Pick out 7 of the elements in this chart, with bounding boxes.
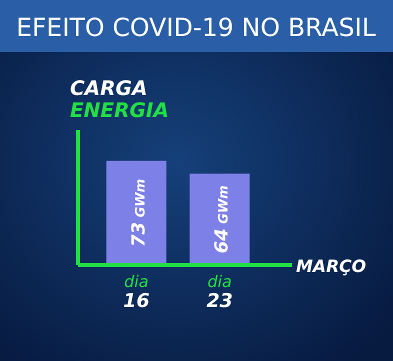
y-axis-title: CARGA ENERGIA (70, 76, 169, 122)
chart-title: EFEITO COVID-19 NO BRASIL (16, 13, 376, 42)
x-tick-label: dia 16 (123, 272, 150, 312)
x-axis-title: MARÇO (296, 257, 366, 277)
data-label: 64 GWm (212, 185, 233, 254)
x-tick-label: dia 23 (206, 272, 233, 312)
data-label: 73 GWm (128, 178, 150, 247)
